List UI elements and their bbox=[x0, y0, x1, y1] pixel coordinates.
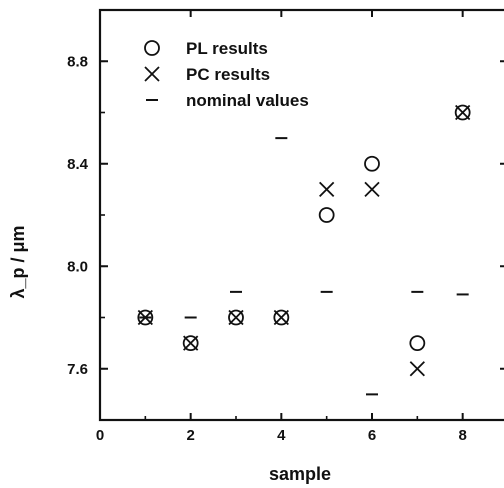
cross-stroke bbox=[228, 309, 244, 326]
pl-result-point bbox=[182, 335, 199, 352]
y-tick-label: 8.4 bbox=[67, 156, 89, 173]
y-axis: 7.6 8.0 8.4 8.8 bbox=[67, 9, 504, 421]
cross-stroke bbox=[364, 181, 380, 198]
y-tick-label: 8.0 bbox=[67, 258, 88, 275]
legend-label: PC results bbox=[186, 65, 270, 84]
legend-marker-circle bbox=[144, 40, 160, 56]
cross-stroke bbox=[144, 66, 160, 82]
y-axis-title: λ_p / μm bbox=[8, 225, 28, 298]
cross-stroke bbox=[455, 104, 471, 121]
data-markers bbox=[137, 104, 471, 396]
x-axis: 0 2 4 6 8 bbox=[96, 10, 467, 444]
pl-result-point bbox=[318, 207, 335, 223]
pc-result-point bbox=[183, 335, 199, 351]
pc-result-point bbox=[455, 104, 471, 121]
x-tick-label: 4 bbox=[277, 427, 286, 444]
x-tick-label: 0 bbox=[96, 427, 104, 444]
pc-result-point bbox=[273, 309, 289, 326]
legend-label: PL results bbox=[186, 39, 268, 58]
y-tick-label: 8.8 bbox=[67, 53, 88, 70]
legend: PL results PC results nominal values bbox=[144, 39, 309, 110]
pl-result-point bbox=[137, 309, 154, 326]
plot-frame bbox=[98, 8, 504, 422]
cross-stroke bbox=[409, 361, 425, 377]
cross-stroke bbox=[319, 181, 335, 198]
cross-stroke bbox=[273, 309, 289, 326]
pc-result-point bbox=[319, 181, 335, 198]
pc-result-point bbox=[364, 181, 380, 198]
x-tick-label: 2 bbox=[186, 427, 194, 444]
pl-result-point bbox=[364, 155, 380, 172]
x-tick-label: 6 bbox=[368, 427, 376, 444]
pl-result-point bbox=[273, 309, 290, 326]
x-tick-label: 8 bbox=[458, 427, 466, 444]
pc-result-point bbox=[228, 309, 244, 326]
pl-result-point bbox=[409, 335, 426, 352]
pl-result-point bbox=[454, 104, 471, 121]
pc-result-point bbox=[409, 361, 425, 377]
plot-area bbox=[98, 8, 504, 422]
pl-result-point bbox=[228, 309, 244, 326]
cross-stroke bbox=[183, 335, 199, 351]
y-tick-label: 7.6 bbox=[67, 361, 88, 378]
legend-marker-cross bbox=[144, 66, 160, 82]
legend-label: nominal values bbox=[186, 91, 309, 110]
x-axis-title: sample bbox=[269, 464, 331, 484]
